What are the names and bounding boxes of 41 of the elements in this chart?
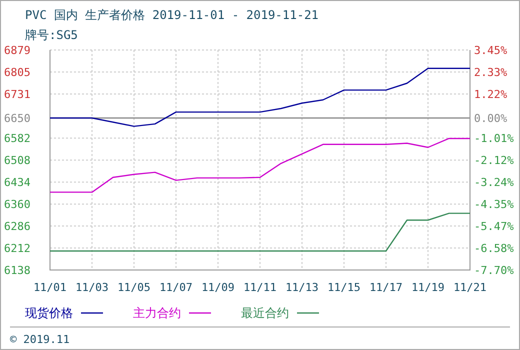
- y-tick-label: 6138: [4, 264, 30, 277]
- y-tick-label: 6360: [4, 198, 30, 212]
- y2-tick-label: 3.45%: [474, 44, 508, 57]
- y2-tick-label: -1.01%: [474, 132, 514, 145]
- x-tick-label: 11/05: [117, 281, 151, 294]
- y-tick-label: 6879: [4, 44, 30, 57]
- y2-tick-label: -5.47%: [474, 220, 514, 233]
- line-series: [49, 68, 471, 127]
- y2-tick-label: -4.35%: [474, 198, 514, 211]
- y-tick-label: 6731: [4, 88, 30, 101]
- y2-tick-label: -6.58%: [474, 242, 514, 255]
- text: © 2019.11: [10, 333, 70, 346]
- y2-tick-label: 1.22%: [474, 88, 508, 101]
- x-tick-label: 11/17: [369, 281, 403, 294]
- y2-tick-label: -3.24%: [474, 176, 514, 189]
- y2-tick-label: -7.70%: [474, 264, 514, 277]
- y-tick-label: 6212: [4, 242, 30, 256]
- y-tick-label: 6582: [4, 132, 30, 146]
- x-tick-label: 11/09: [201, 281, 235, 294]
- y-tick-label: 6508: [4, 154, 30, 168]
- y2-tick-label: -2.12%: [474, 154, 514, 167]
- y2-tick-label: 0.00%: [474, 112, 508, 126]
- chart-subtitle: 牌号:SG5: [25, 28, 78, 42]
- y2-tick-label: 2.33%: [474, 66, 508, 80]
- x-tick-label: 11/13: [285, 281, 319, 294]
- x-tick-label: 11/21: [453, 281, 487, 294]
- legend-label: 现货价格: [25, 306, 73, 320]
- line-series: [49, 138, 471, 193]
- x-tick-label: 11/03: [75, 281, 109, 294]
- y-tick-label: 6805: [4, 66, 30, 79]
- x-tick-label: 11/15: [327, 281, 361, 294]
- chart-title: PVC 国内 生产者价格 2019-11-01 - 2019-11-21: [25, 8, 319, 22]
- y-tick-label: 6286: [4, 220, 30, 234]
- x-tick-label: 11/11: [243, 281, 277, 294]
- legend-label: 最近合约: [241, 306, 289, 320]
- y-tick-label: 6434: [4, 176, 31, 190]
- x-tick-label: 11/01: [33, 281, 67, 294]
- x-tick-label: 11/19: [411, 281, 445, 294]
- x-tick-label: 11/07: [159, 281, 193, 294]
- legend-label: 主力合约: [133, 306, 181, 320]
- y-tick-label: 6650: [4, 112, 30, 125]
